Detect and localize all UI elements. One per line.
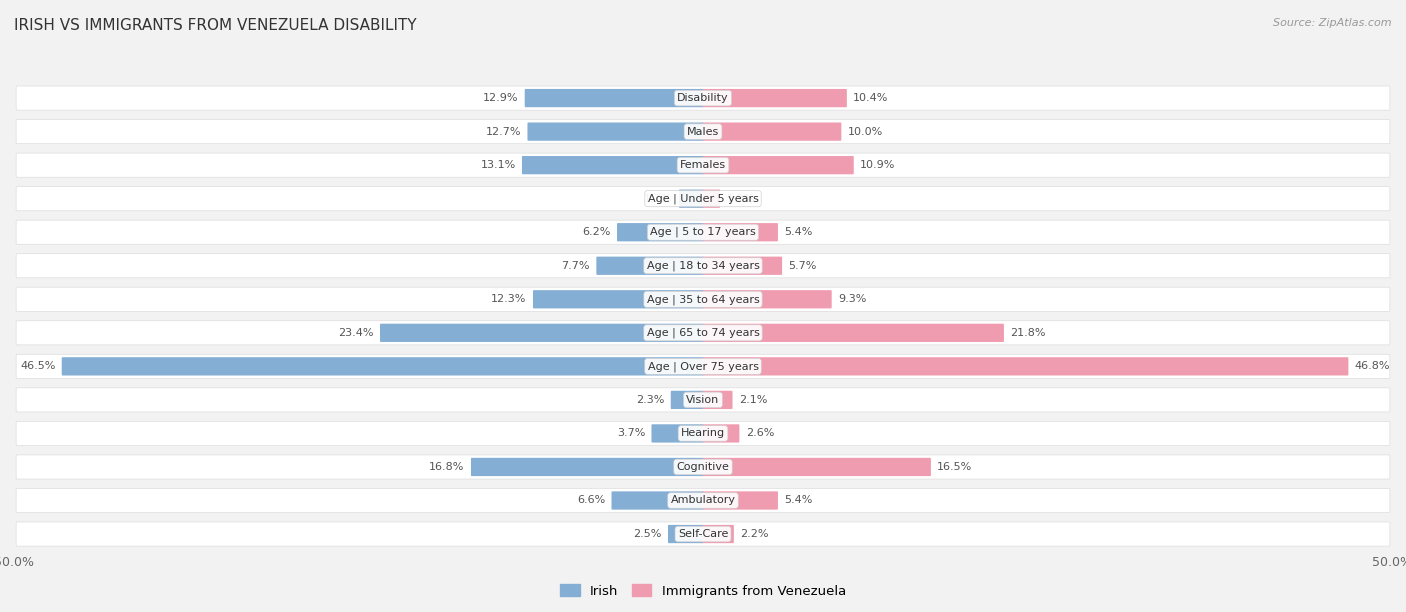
FancyBboxPatch shape (617, 223, 703, 241)
FancyBboxPatch shape (703, 357, 1348, 376)
Text: 12.9%: 12.9% (482, 93, 519, 103)
Text: 21.8%: 21.8% (1011, 328, 1046, 338)
FancyBboxPatch shape (15, 354, 1391, 378)
FancyBboxPatch shape (15, 455, 1391, 479)
FancyBboxPatch shape (703, 424, 740, 442)
Text: 1.7%: 1.7% (644, 193, 672, 204)
FancyBboxPatch shape (15, 388, 1391, 412)
FancyBboxPatch shape (679, 190, 703, 208)
FancyBboxPatch shape (471, 458, 703, 476)
Text: 9.3%: 9.3% (838, 294, 866, 304)
Text: Self-Care: Self-Care (678, 529, 728, 539)
Text: IRISH VS IMMIGRANTS FROM VENEZUELA DISABILITY: IRISH VS IMMIGRANTS FROM VENEZUELA DISAB… (14, 18, 416, 34)
FancyBboxPatch shape (15, 287, 1391, 312)
FancyBboxPatch shape (703, 491, 778, 510)
Text: 23.4%: 23.4% (339, 328, 374, 338)
FancyBboxPatch shape (651, 424, 703, 442)
Text: 46.5%: 46.5% (20, 361, 55, 371)
Text: Ambulatory: Ambulatory (671, 496, 735, 506)
Text: 46.8%: 46.8% (1355, 361, 1391, 371)
Text: Vision: Vision (686, 395, 720, 405)
FancyBboxPatch shape (527, 122, 703, 141)
Text: 6.2%: 6.2% (582, 227, 610, 237)
Text: 2.6%: 2.6% (745, 428, 775, 438)
FancyBboxPatch shape (15, 522, 1391, 546)
FancyBboxPatch shape (15, 119, 1391, 144)
FancyBboxPatch shape (703, 223, 778, 241)
Text: 3.7%: 3.7% (617, 428, 645, 438)
Text: 12.3%: 12.3% (491, 294, 527, 304)
Text: 16.5%: 16.5% (938, 462, 973, 472)
Text: Age | Under 5 years: Age | Under 5 years (648, 193, 758, 204)
FancyBboxPatch shape (703, 525, 734, 543)
Text: 2.2%: 2.2% (740, 529, 769, 539)
FancyBboxPatch shape (15, 187, 1391, 211)
FancyBboxPatch shape (62, 357, 703, 376)
FancyBboxPatch shape (671, 390, 703, 409)
Text: Age | 65 to 74 years: Age | 65 to 74 years (647, 327, 759, 338)
Text: 12.7%: 12.7% (485, 127, 522, 136)
Text: 10.0%: 10.0% (848, 127, 883, 136)
Text: Age | 35 to 64 years: Age | 35 to 64 years (647, 294, 759, 305)
Text: Age | Over 75 years: Age | Over 75 years (648, 361, 758, 371)
Text: 7.7%: 7.7% (561, 261, 591, 271)
FancyBboxPatch shape (15, 153, 1391, 177)
FancyBboxPatch shape (703, 390, 733, 409)
Text: Age | 5 to 17 years: Age | 5 to 17 years (650, 227, 756, 237)
FancyBboxPatch shape (703, 190, 720, 208)
FancyBboxPatch shape (533, 290, 703, 308)
FancyBboxPatch shape (15, 488, 1391, 513)
Text: 5.7%: 5.7% (789, 261, 817, 271)
Text: 13.1%: 13.1% (481, 160, 516, 170)
FancyBboxPatch shape (703, 458, 931, 476)
FancyBboxPatch shape (703, 122, 841, 141)
FancyBboxPatch shape (703, 156, 853, 174)
Text: 2.3%: 2.3% (636, 395, 665, 405)
Text: 10.9%: 10.9% (860, 160, 896, 170)
Text: 6.6%: 6.6% (576, 496, 605, 506)
FancyBboxPatch shape (522, 156, 703, 174)
Text: 5.4%: 5.4% (785, 496, 813, 506)
Legend: Irish, Immigrants from Venezuela: Irish, Immigrants from Venezuela (554, 579, 852, 603)
FancyBboxPatch shape (15, 321, 1391, 345)
FancyBboxPatch shape (15, 254, 1391, 278)
FancyBboxPatch shape (15, 421, 1391, 446)
Text: 1.2%: 1.2% (727, 193, 755, 204)
FancyBboxPatch shape (612, 491, 703, 510)
Text: 16.8%: 16.8% (429, 462, 464, 472)
FancyBboxPatch shape (703, 290, 832, 308)
Text: 10.4%: 10.4% (853, 93, 889, 103)
Text: Hearing: Hearing (681, 428, 725, 438)
FancyBboxPatch shape (703, 89, 846, 107)
Text: Females: Females (681, 160, 725, 170)
FancyBboxPatch shape (703, 256, 782, 275)
FancyBboxPatch shape (703, 324, 1004, 342)
Text: Age | 18 to 34 years: Age | 18 to 34 years (647, 261, 759, 271)
Text: Source: ZipAtlas.com: Source: ZipAtlas.com (1274, 18, 1392, 28)
FancyBboxPatch shape (524, 89, 703, 107)
FancyBboxPatch shape (15, 220, 1391, 244)
Text: Males: Males (688, 127, 718, 136)
Text: 5.4%: 5.4% (785, 227, 813, 237)
FancyBboxPatch shape (380, 324, 703, 342)
Text: Cognitive: Cognitive (676, 462, 730, 472)
FancyBboxPatch shape (596, 256, 703, 275)
Text: 2.1%: 2.1% (738, 395, 768, 405)
FancyBboxPatch shape (15, 86, 1391, 110)
Text: Disability: Disability (678, 93, 728, 103)
Text: 2.5%: 2.5% (633, 529, 662, 539)
FancyBboxPatch shape (668, 525, 703, 543)
